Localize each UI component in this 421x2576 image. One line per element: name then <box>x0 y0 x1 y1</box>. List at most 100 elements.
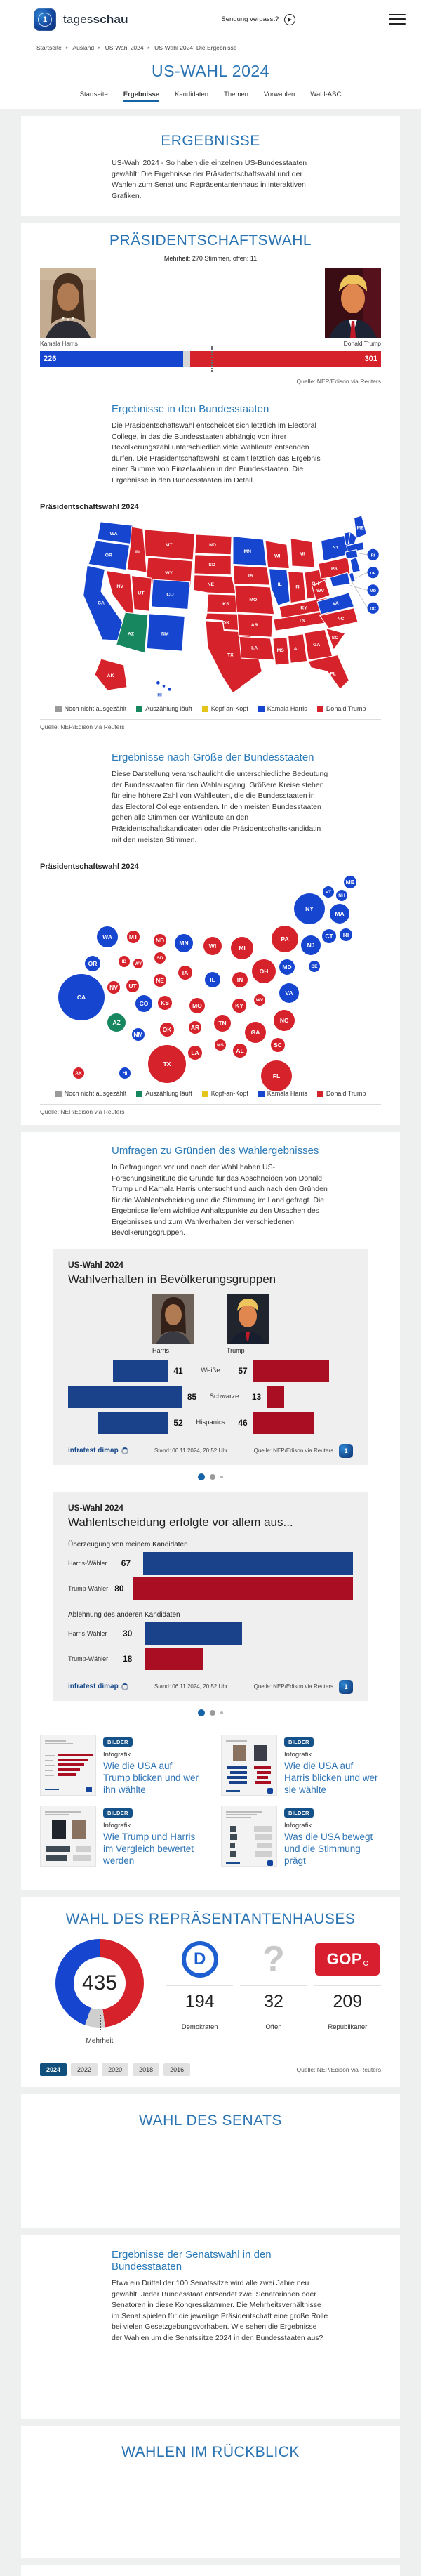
state-bubble-PA[interactable]: PA <box>272 926 298 953</box>
teaser-trump-profile[interactable]: BILDER Infografik Wie die USA auf Trump … <box>40 1734 200 1796</box>
dot-active[interactable] <box>198 1473 205 1480</box>
state-bubble-UT[interactable]: UT <box>126 980 139 993</box>
tab-wahl-abc[interactable]: Wahl-ABC <box>310 91 342 98</box>
tab-vorwahlen[interactable]: Vorwahlen <box>263 91 295 98</box>
year-2020-button[interactable]: 2020 <box>102 2063 129 2076</box>
state-bubble-AR[interactable]: AR <box>189 1021 201 1034</box>
breadcrumb-item[interactable]: US-Wahl 2024 <box>105 44 144 51</box>
year-2022-button[interactable]: 2022 <box>71 2063 98 2076</box>
state-bubble-OK[interactable]: OK <box>160 1023 174 1037</box>
state-bubble-GA[interactable]: GA <box>245 1022 266 1044</box>
tagesschau-logo-icon[interactable]: 1 <box>34 8 56 31</box>
decision-row: Trump-Wähler 80 <box>68 1577 353 1600</box>
carousel-dots[interactable] <box>40 1709 381 1716</box>
state-bubble-KS[interactable]: KS <box>158 996 172 1011</box>
svg-text:NM: NM <box>161 632 169 637</box>
house-donut-chart[interactable]: 435 <box>55 1939 144 2030</box>
sendung-verpasst-link[interactable]: Sendung verpasst? ▶ <box>128 13 389 25</box>
state-bubble-MN[interactable]: MN <box>175 934 193 953</box>
year-2024-button[interactable]: 2024 <box>40 2063 67 2076</box>
tab-kandidaten[interactable]: Kandidaten <box>175 91 209 98</box>
state-bubble-AK[interactable]: AK <box>73 1067 84 1079</box>
teaser-title[interactable]: Was die USA bewegt und die Stimmung präg… <box>284 1832 373 1867</box>
state-bubble-WV[interactable]: WV <box>254 994 265 1006</box>
state-bubble-OH[interactable]: OH <box>252 959 276 984</box>
state-bubble-NJ[interactable]: NJ <box>301 935 321 956</box>
state-bubble-DE[interactable]: DE <box>309 961 320 973</box>
play-icon[interactable]: ▶ <box>284 13 296 25</box>
state-bubble-NV[interactable]: NV <box>107 981 120 994</box>
breadcrumb-item[interactable]: Startseite <box>36 44 62 51</box>
state-bubble-SC[interactable]: SC <box>271 1038 285 1053</box>
infographic-wahlverhalten[interactable]: US-Wahl 2024 Wahlverhalten in Bevölkerun… <box>53 1248 368 1465</box>
state-bubble-NC[interactable]: NC <box>274 1010 295 1032</box>
state-bubble-CO[interactable]: CO <box>135 995 152 1013</box>
state-bubble-NH[interactable]: NH <box>336 890 347 902</box>
us-states-map[interactable]: RI DE MD DC WA OR CA NV ID MT WY UT CO AZ NM ND SD NE KS O… <box>46 514 400 698</box>
state-bubble-TN[interactable]: TN <box>214 1015 231 1032</box>
hamburger-menu-icon[interactable] <box>389 13 406 25</box>
electoral-bubble-map[interactable]: ME VT NH NY MA WA MT ND MN WI MI PA NJ CT RI OR ID WY SD IA… <box>21 874 400 1092</box>
dot-active[interactable] <box>198 1709 205 1716</box>
state-bubble-WA[interactable]: WA <box>97 926 118 948</box>
state-bubble-WY[interactable]: WY <box>133 959 143 969</box>
electoral-vote-bar[interactable]: 226 301 <box>40 346 381 372</box>
svg-text:CA: CA <box>98 601 105 606</box>
state-bubble-ME[interactable]: ME <box>344 876 356 889</box>
svg-text:NE: NE <box>208 582 215 587</box>
state-bubble-NM[interactable]: NM <box>132 1028 145 1041</box>
state-bubble-HI[interactable]: HI <box>119 1067 131 1079</box>
state-bubble-SD[interactable]: SD <box>154 952 166 964</box>
dot[interactable] <box>210 1473 215 1480</box>
state-bubble-MI[interactable]: MI <box>231 937 253 960</box>
state-bubble-CT[interactable]: CT <box>322 929 336 944</box>
dot[interactable] <box>210 1709 215 1716</box>
year-2016-button[interactable]: 2016 <box>163 2063 191 2076</box>
harris-head-block: Harris <box>152 1293 194 1354</box>
state-bubble-IN[interactable]: IN <box>232 972 248 988</box>
breadcrumb-item[interactable]: Ausland <box>72 44 95 51</box>
teaser-stimmung[interactable]: BILDER Infografik Was die USA bewegt und… <box>221 1806 381 1867</box>
state-bubble-MT[interactable]: MT <box>127 931 140 944</box>
legend-item: Donald Trump <box>316 1090 366 1097</box>
infographic-wahlentscheidung[interactable]: US-Wahl 2024 Wahlentscheidung erfolgte v… <box>53 1491 368 1701</box>
page-title: US-WAHL 2024 <box>152 62 269 80</box>
teaser-title[interactable]: Wie Trump und Harris im Vergleich bewert… <box>103 1832 196 1867</box>
teaser-harris-profile[interactable]: BILDER Infografik Wie die USA auf Harris… <box>221 1734 381 1796</box>
state-bubble-CA[interactable]: CA <box>58 974 105 1021</box>
state-bubble-ID[interactable]: ID <box>119 956 130 968</box>
state-bubble-MA[interactable]: MA <box>330 904 349 924</box>
state-bubble-KY[interactable]: KY <box>232 999 246 1013</box>
state-bubble-ND[interactable]: ND <box>154 934 166 947</box>
state-bubble-IL[interactable]: IL <box>205 972 220 988</box>
state-bubble-MD[interactable]: MD <box>279 959 295 975</box>
teaser-title[interactable]: Wie die USA auf Trump blicken und wer ih… <box>103 1760 199 1795</box>
legend-item: Donald Trump <box>316 705 366 712</box>
state-bubble-VT[interactable]: VT <box>323 886 334 898</box>
state-bubble-IA[interactable]: IA <box>178 966 192 980</box>
state-bubble-AZ[interactable]: AZ <box>107 1013 126 1032</box>
state-bubble-VA[interactable]: VA <box>279 983 299 1004</box>
teaser-vergleich[interactable]: BILDER Infografik Wie Trump und Harris i… <box>40 1806 200 1867</box>
state-bubble-FL[interactable]: FL <box>261 1060 292 1092</box>
tab-ergebnisse[interactable]: Ergebnisse <box>123 91 160 102</box>
state-bubble-TX[interactable]: TX <box>148 1045 186 1084</box>
state-bubble-NE[interactable]: NE <box>154 974 166 987</box>
state-bubble-LA[interactable]: LA <box>188 1046 202 1060</box>
state-bubble-RI[interactable]: RI <box>340 928 352 942</box>
state-bubble-MS[interactable]: MS <box>215 1039 226 1051</box>
year-2018-button[interactable]: 2018 <box>133 2063 160 2076</box>
state-bubble-NY[interactable]: NY <box>294 893 325 925</box>
state-bubble-MO[interactable]: MO <box>189 998 205 1014</box>
carousel-dots[interactable] <box>40 1473 381 1480</box>
state-bubble-WI[interactable]: WI <box>203 937 222 956</box>
teaser-title[interactable]: Wie die USA auf Harris blicken und wer s… <box>284 1760 378 1795</box>
state-bubble-OR[interactable]: OR <box>85 956 100 972</box>
dot[interactable] <box>220 1475 223 1478</box>
state-bubble-AL[interactable]: AL <box>233 1044 247 1058</box>
dot[interactable] <box>220 1711 223 1714</box>
brand-wordmark[interactable]: tagesschau <box>63 12 128 26</box>
tab-themen[interactable]: Themen <box>224 91 248 98</box>
decision-row: Trump-Wähler 18 <box>68 1647 353 1670</box>
tab-startseite[interactable]: Startseite <box>79 91 108 98</box>
